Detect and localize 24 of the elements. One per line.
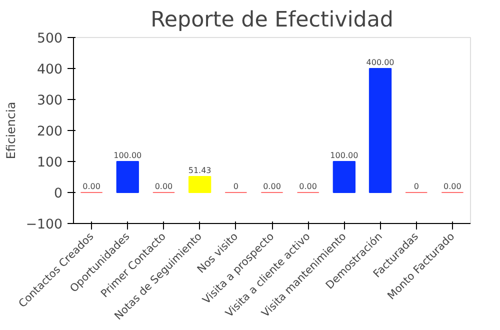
data-label: 0 [233,182,238,191]
y-tick-label: −100 [26,218,63,232]
bar [332,161,356,193]
data-label: 0.00 [154,182,173,191]
y-tick-label: 400 [37,62,63,78]
y-tick-label: 500 [37,32,63,46]
bar [116,161,139,193]
y-tick-label: 200 [37,124,63,140]
data-label: 100.00 [114,150,142,160]
data-label: 400.00 [366,58,394,67]
data-label: 0.00 [444,182,462,191]
y-axis-title: Eficiencia [4,102,18,160]
data-label: 100.00 [330,150,358,160]
bar [188,176,212,193]
data-label: 0 [414,182,419,191]
data-label: 51.43 [188,166,212,175]
y-tick-label: 100 [37,156,63,170]
chart-title: Reporte de Efectividad [150,8,394,32]
y-tick-label: 0 [54,186,63,202]
data-label: 0.00 [82,182,100,191]
data-label: 0.00 [263,182,281,191]
data-label: 0.00 [299,182,317,191]
bar [368,68,392,193]
y-tick-label: 300 [37,94,63,108]
